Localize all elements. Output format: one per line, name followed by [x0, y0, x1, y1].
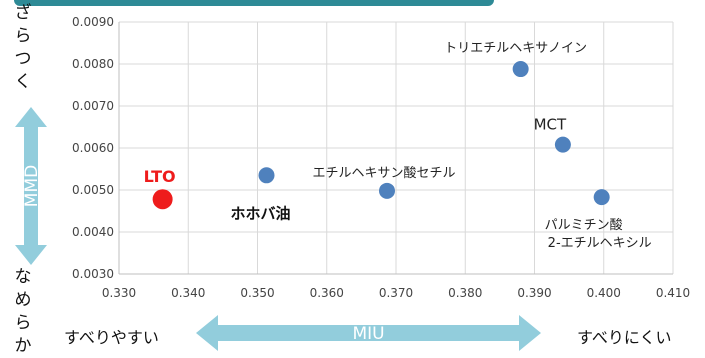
data-point [554, 136, 571, 153]
x-tick-label: 0.390 [517, 286, 551, 300]
header-bar-fill [14, 0, 494, 6]
y-tick-label: 0.0080 [72, 57, 114, 71]
y-tick-label: 0.0070 [72, 99, 114, 113]
x-axis-label: MIU [352, 324, 384, 344]
tick-labels: 0.330 0.340 0.350 0.360 0.370 0.380 0.390 0.400… [72, 15, 690, 300]
x-tick-label: 0.340 [171, 286, 205, 300]
y-axis-label: MMD [22, 165, 42, 207]
bottom-right-h-annotation: すべりにくい [577, 328, 672, 347]
data-label: LTO [144, 167, 176, 186]
bottom-left-annotation: なめらか [14, 267, 32, 356]
y-tick-label: 0.0050 [72, 183, 114, 197]
y-tick-label: 0.0030 [72, 267, 114, 281]
top-left-annotation: ざらつく [14, 3, 32, 92]
bottom-left-h-annotation: すべりやすい [64, 328, 159, 347]
data-point [512, 61, 529, 78]
x-tick-label: 0.410 [656, 286, 690, 300]
x-tick-label: 0.330 [102, 286, 136, 300]
y-tick-label: 0.0040 [72, 225, 114, 239]
data-point [152, 189, 173, 210]
data-label: MCT [534, 116, 567, 134]
y-tick-label: 0.0060 [72, 141, 114, 155]
axis-arrows: MMD MIU [15, 107, 541, 351]
x-tick-label: 0.350 [240, 286, 274, 300]
x-tick-label: 0.380 [448, 286, 482, 300]
data-points [152, 61, 610, 210]
y-direction-arrow [15, 107, 47, 265]
data-point [593, 189, 610, 206]
data-point [258, 167, 275, 184]
header-bar [14, 0, 494, 6]
data-labels: LTO ホホバ油 エチルヘキサン酸セチル トリエチルヘキサノイン MCT パルミチン酸 2-… [144, 41, 652, 251]
data-point [378, 182, 395, 199]
x-tick-label: 0.370 [379, 286, 413, 300]
data-label: パルミチン酸 2-エチルヘキシル [545, 218, 652, 251]
data-label: エチルヘキサン酸セチル [312, 166, 455, 181]
data-label: トリエチルヘキサノイン [444, 41, 587, 56]
data-label: ホホバ油 [230, 204, 290, 222]
x-tick-label: 0.360 [310, 286, 344, 300]
x-direction-arrow [196, 315, 541, 351]
y-tick-label: 0.0090 [72, 15, 114, 29]
x-tick-label: 0.400 [587, 286, 621, 300]
axes [118, 22, 673, 275]
